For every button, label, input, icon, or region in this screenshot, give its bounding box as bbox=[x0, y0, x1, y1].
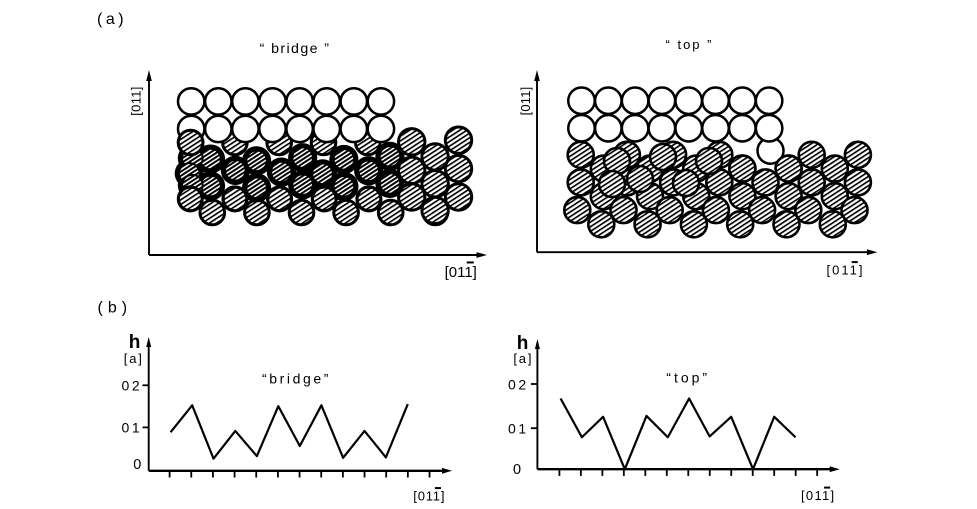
svg-text:h: h bbox=[517, 333, 529, 354]
svg-text:[011]: [011] bbox=[801, 488, 835, 503]
svg-text:[011]: [011] bbox=[413, 489, 445, 504]
svg-text:[011]: [011] bbox=[128, 86, 143, 115]
svg-text:[011]: [011] bbox=[445, 264, 477, 281]
svg-text:“bridge”: “bridge” bbox=[262, 371, 331, 387]
svg-text:[a]: [a] bbox=[124, 351, 144, 366]
svg-text:[a]: [a] bbox=[513, 351, 533, 366]
svg-text:[011]: [011] bbox=[518, 87, 533, 116]
svg-text:h: h bbox=[129, 332, 141, 353]
svg-text:[011]: [011] bbox=[827, 263, 865, 278]
svg-text:“ top ”: “ top ” bbox=[666, 37, 714, 52]
svg-text:(b): (b) bbox=[98, 300, 133, 317]
svg-text:0: 0 bbox=[133, 457, 141, 473]
svg-text:(a): (a) bbox=[97, 11, 127, 28]
svg-text:“ bridge ”: “ bridge ” bbox=[260, 41, 331, 57]
svg-text:0: 0 bbox=[513, 462, 521, 478]
svg-text:“top”: “top” bbox=[666, 370, 710, 386]
